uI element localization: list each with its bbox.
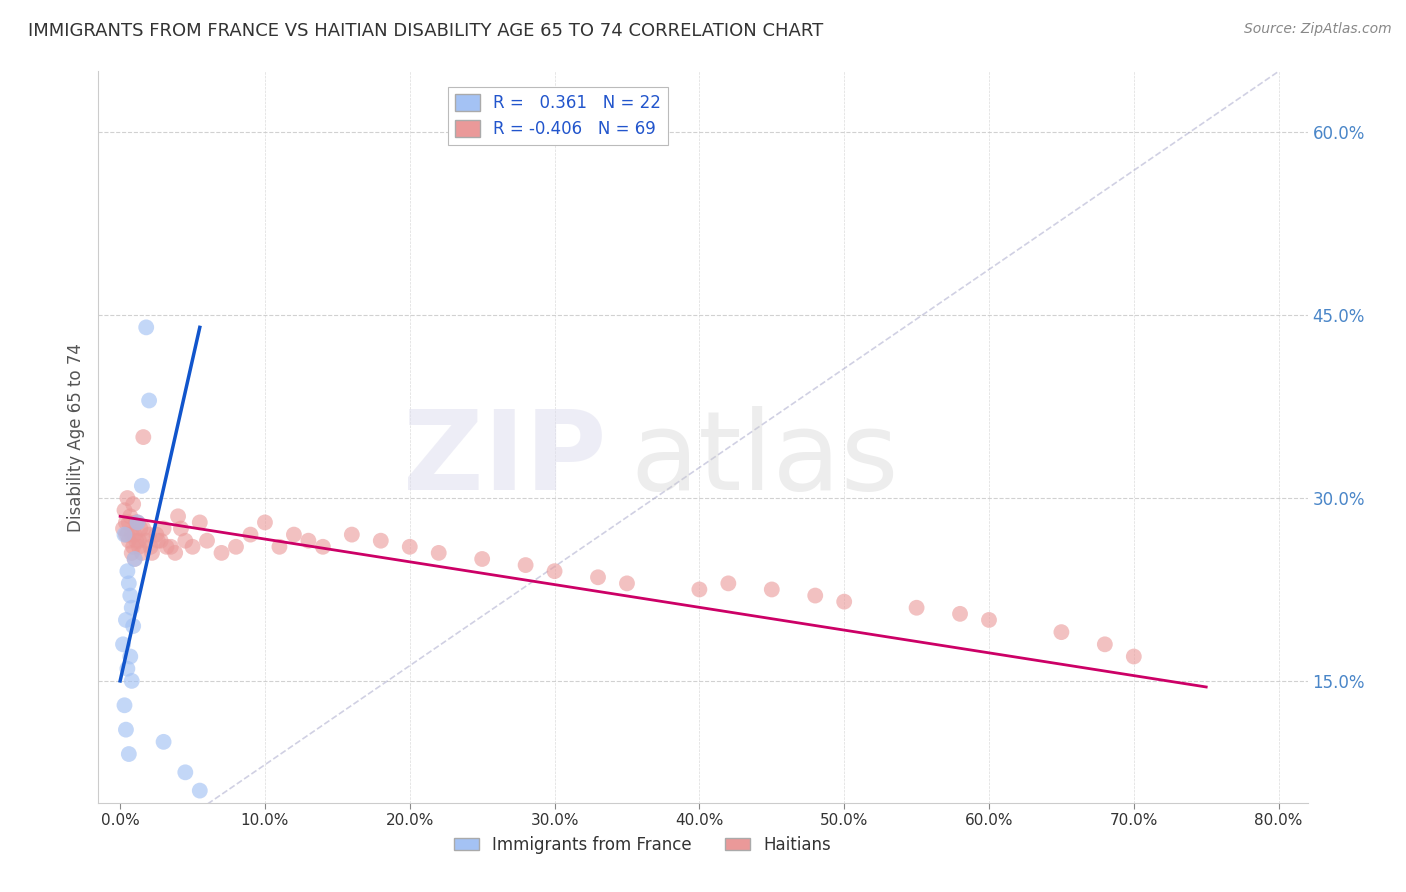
- Point: [127, 516, 149, 530]
- Legend: Immigrants from France, Haitians: Immigrants from France, Haitians: [447, 829, 838, 860]
- Point: [688, 582, 710, 597]
- Point: [117, 564, 139, 578]
- Point: [122, 619, 145, 633]
- Point: [269, 540, 291, 554]
- Point: [139, 540, 162, 554]
- Point: [1050, 625, 1073, 640]
- Point: [125, 516, 148, 530]
- Point: [129, 521, 152, 535]
- Point: [121, 527, 143, 541]
- Point: [398, 540, 420, 554]
- Point: [114, 527, 136, 541]
- Point: [159, 540, 181, 554]
- Point: [427, 546, 450, 560]
- Text: IMMIGRANTS FROM FRANCE VS HAITIAN DISABILITY AGE 65 TO 74 CORRELATION CHART: IMMIGRANTS FROM FRANCE VS HAITIAN DISABI…: [28, 22, 824, 40]
- Point: [138, 527, 160, 541]
- Point: [211, 546, 233, 560]
- Point: [174, 765, 197, 780]
- Point: [117, 527, 139, 541]
- Point: [586, 570, 609, 584]
- Point: [188, 783, 211, 797]
- Point: [115, 527, 138, 541]
- Point: [174, 533, 197, 548]
- Point: [283, 527, 305, 541]
- Text: ZIP: ZIP: [404, 406, 606, 513]
- Point: [128, 540, 150, 554]
- Point: [132, 430, 155, 444]
- Point: [121, 546, 143, 560]
- Point: [131, 479, 153, 493]
- Point: [145, 527, 167, 541]
- Point: [141, 546, 163, 560]
- Text: atlas: atlas: [630, 406, 898, 513]
- Point: [122, 540, 145, 554]
- Point: [125, 533, 148, 548]
- Point: [114, 503, 136, 517]
- Point: [117, 491, 139, 505]
- Point: [121, 600, 143, 615]
- Point: [124, 552, 146, 566]
- Point: [761, 582, 783, 597]
- Point: [128, 533, 150, 548]
- Point: [515, 558, 537, 573]
- Point: [949, 607, 972, 621]
- Point: [115, 613, 138, 627]
- Point: [112, 637, 135, 651]
- Point: [717, 576, 740, 591]
- Point: [135, 533, 157, 548]
- Point: [165, 546, 187, 560]
- Point: [118, 576, 141, 591]
- Point: [118, 516, 141, 530]
- Point: [616, 576, 638, 591]
- Point: [471, 552, 494, 566]
- Point: [149, 533, 172, 548]
- Point: [181, 540, 204, 554]
- Point: [131, 546, 153, 560]
- Point: [977, 613, 1000, 627]
- Point: [118, 533, 141, 548]
- Point: [195, 533, 218, 548]
- Point: [118, 747, 141, 761]
- Point: [120, 649, 142, 664]
- Point: [127, 516, 149, 530]
- Y-axis label: Disability Age 65 to 74: Disability Age 65 to 74: [66, 343, 84, 532]
- Text: Source: ZipAtlas.com: Source: ZipAtlas.com: [1244, 22, 1392, 37]
- Point: [121, 673, 143, 688]
- Point: [167, 509, 190, 524]
- Point: [1122, 649, 1144, 664]
- Point: [297, 533, 319, 548]
- Point: [117, 662, 139, 676]
- Point: [239, 527, 262, 541]
- Point: [124, 527, 146, 541]
- Point: [370, 533, 392, 548]
- Point: [135, 320, 157, 334]
- Point: [312, 540, 335, 554]
- Point: [132, 521, 155, 535]
- Point: [120, 589, 142, 603]
- Point: [122, 497, 145, 511]
- Point: [1094, 637, 1116, 651]
- Point: [543, 564, 565, 578]
- Point: [152, 521, 174, 535]
- Point: [253, 516, 276, 530]
- Point: [804, 589, 827, 603]
- Point: [112, 521, 135, 535]
- Point: [155, 540, 177, 554]
- Point: [905, 600, 928, 615]
- Point: [138, 393, 160, 408]
- Point: [114, 698, 136, 713]
- Point: [115, 723, 138, 737]
- Point: [340, 527, 363, 541]
- Point: [124, 552, 146, 566]
- Point: [120, 509, 142, 524]
- Point: [152, 735, 174, 749]
- Point: [170, 521, 193, 535]
- Point: [146, 533, 169, 548]
- Point: [225, 540, 247, 554]
- Point: [832, 594, 855, 608]
- Point: [115, 516, 138, 530]
- Point: [188, 516, 211, 530]
